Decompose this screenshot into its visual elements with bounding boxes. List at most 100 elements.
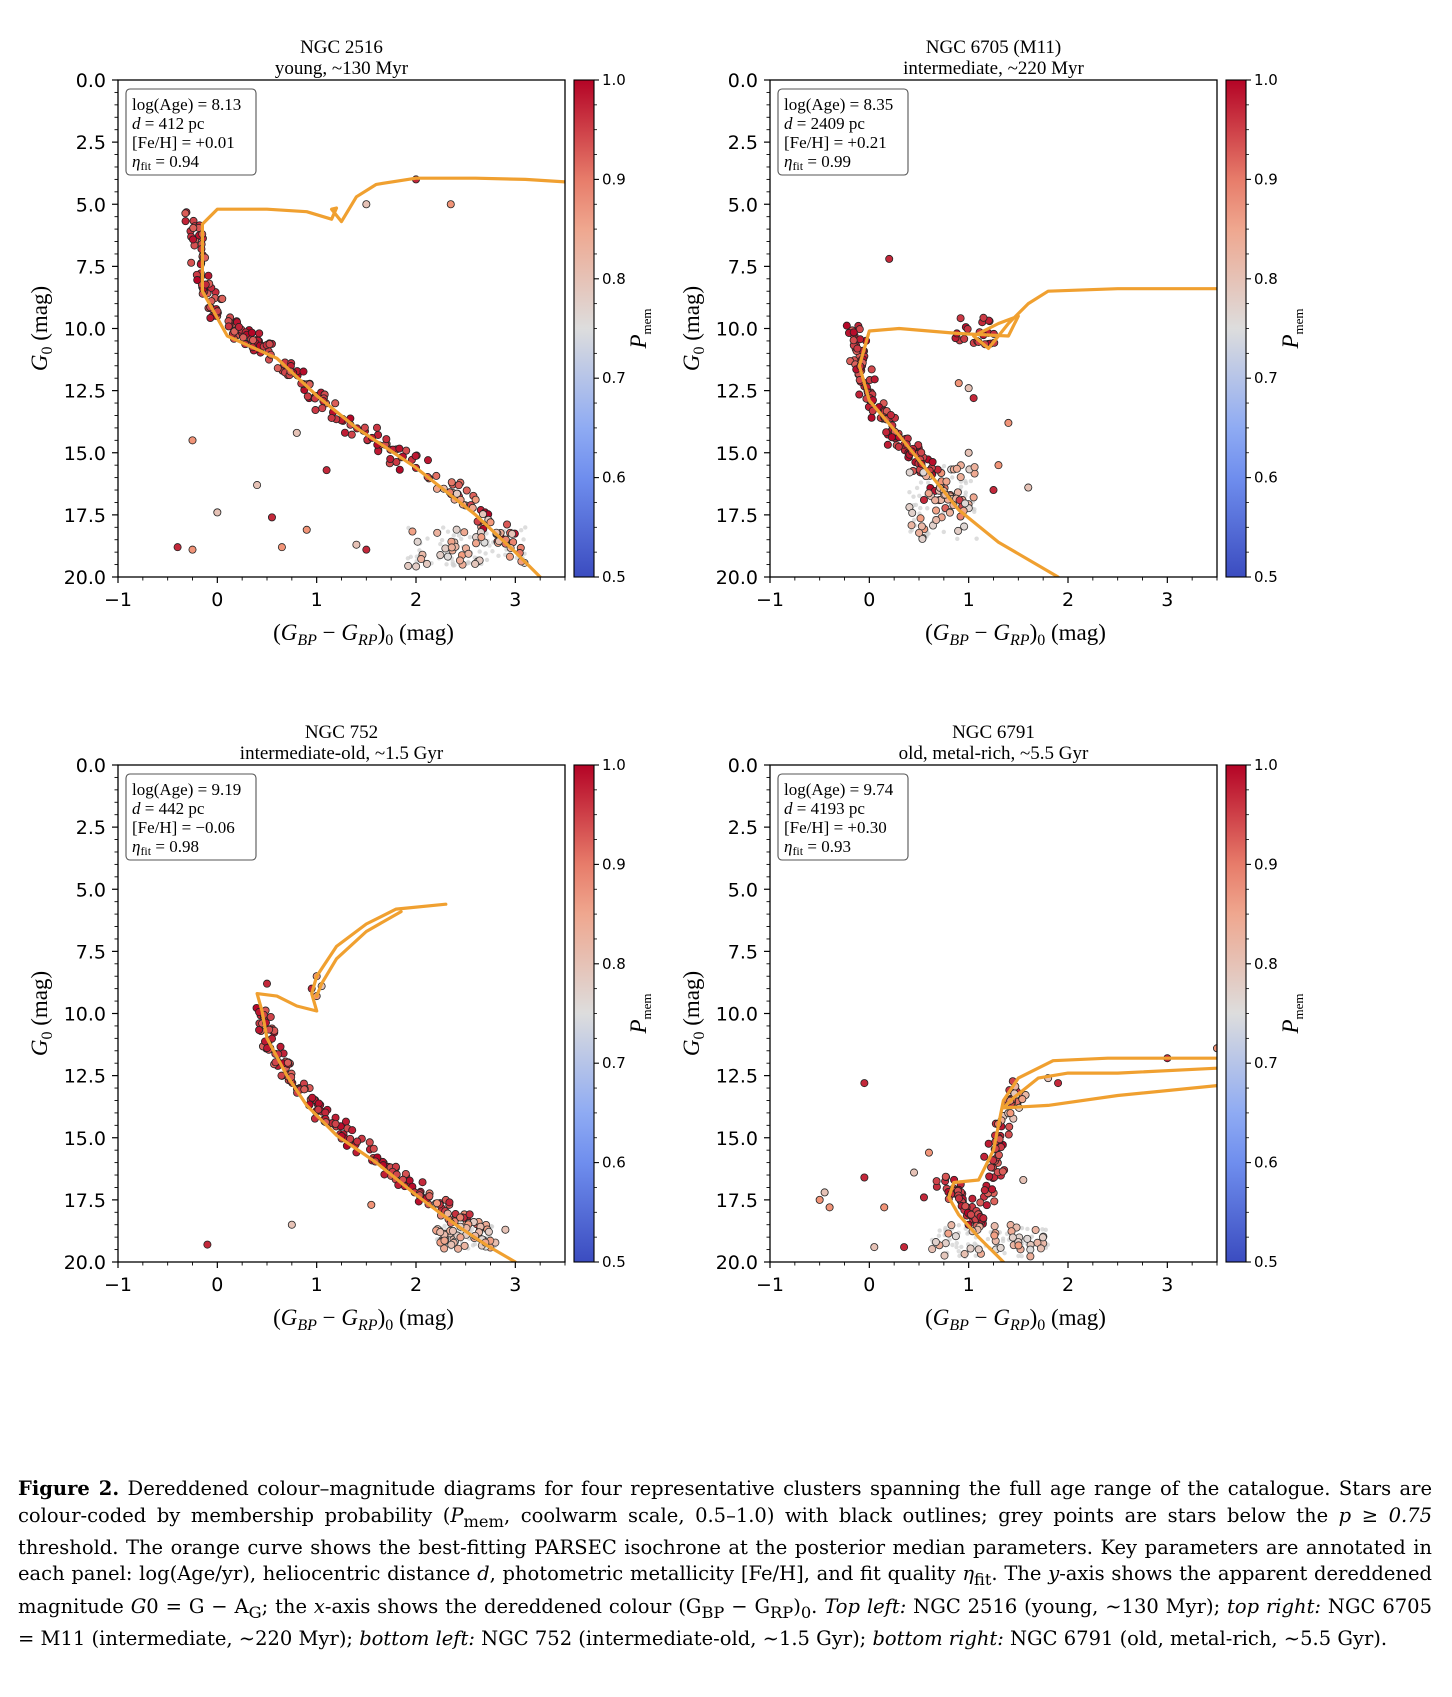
outlier-star (277, 543, 286, 552)
nonmember-point (523, 525, 528, 530)
y-tick-label: 10.0 (64, 319, 106, 341)
member-star (187, 258, 196, 267)
member-star (987, 1163, 996, 1172)
member-star (932, 506, 941, 515)
outlier-star (362, 200, 371, 209)
x-tick-label: −1 (756, 589, 784, 611)
nonmember-point (985, 1236, 991, 1242)
member-star (1031, 1225, 1040, 1234)
caption-top-left: Top left: (824, 1594, 907, 1618)
parameter-annotation: log(Age) = 9.74d = 4193 pc[Fe/H] = +0.30… (777, 773, 909, 861)
colorbar-label: Pmem (626, 993, 654, 1034)
caption-text: threshold. The orange curve shows the be… (18, 1535, 1432, 1586)
caption-y: y (1048, 1562, 1060, 1586)
outlier-star (203, 1240, 212, 1249)
outlier-star (262, 979, 271, 988)
nonmember-point (925, 480, 931, 485)
member-star (853, 344, 862, 353)
x-tick-label: 3 (1161, 589, 1173, 611)
member-star (331, 399, 340, 408)
y-axis-label-part: 0 (39, 347, 56, 355)
member-star (856, 335, 865, 344)
member-star (484, 1227, 493, 1236)
member-star (382, 435, 391, 444)
member-star (867, 413, 876, 422)
member-star (969, 493, 978, 502)
member-star (372, 423, 381, 432)
annotation-distance-part: d (784, 114, 793, 133)
caption-text: Dereddened colour–magnitude diagrams for… (18, 1477, 1433, 1527)
colorbar-bar (1225, 79, 1247, 578)
x-axis-label: (GBP − GRP)0 (mag) (925, 1305, 1106, 1334)
member-star (917, 448, 926, 457)
outlier-star (989, 486, 998, 495)
member-star (883, 440, 892, 449)
nonmember-point (943, 1225, 948, 1231)
member-star (996, 1243, 1005, 1252)
caption-pmem-sub: mem (463, 1511, 504, 1531)
outlier-star (860, 1173, 869, 1182)
nonmember-point (955, 536, 960, 542)
caption-text: NGC 6791 (old, metal-rich, ∼5.5 Gyr). (1003, 1627, 1388, 1651)
nonmember-point (918, 505, 923, 511)
member-star (443, 552, 452, 561)
nonmember-point (442, 1223, 447, 1229)
outlier-star (362, 545, 371, 554)
nonmember-point (956, 1248, 961, 1254)
y-axis-label-part: (mag) (679, 286, 704, 347)
nonmember-point (954, 1244, 959, 1250)
x-tick-label: 3 (1161, 1274, 1173, 1296)
colorbar-tick-label: 0.9 (602, 170, 626, 188)
outlier-star (969, 394, 978, 403)
y-tick-label: 15.0 (64, 1128, 106, 1150)
member-star (960, 522, 969, 531)
outlier-star (885, 254, 894, 263)
member-star (931, 1238, 940, 1247)
member-star (204, 271, 213, 280)
member-star (1026, 1252, 1035, 1261)
x-tick-label: 2 (1062, 1274, 1074, 1296)
x-axis-label-part: ) (378, 620, 386, 645)
nonmember-point (477, 549, 482, 554)
x-tick-label: 2 (410, 1274, 422, 1296)
outlier-star (880, 1203, 889, 1212)
nonmember-point (957, 1253, 962, 1259)
x-tick-label: 0 (211, 589, 223, 611)
panel-subtitle: intermediate, ~220 Myr (903, 58, 1084, 79)
outlier-star (900, 1243, 909, 1252)
annotation-distance: d = 4193 pc (784, 799, 865, 818)
nonmember-point (469, 1227, 475, 1232)
member-star (314, 1105, 323, 1114)
outlier-star (213, 508, 222, 517)
member-star (411, 451, 420, 460)
member-star (960, 1249, 969, 1258)
outlier-star (173, 543, 182, 552)
caption-bottom-left: bottom left: (359, 1627, 475, 1651)
member-star (966, 1244, 975, 1253)
parameter-annotation: log(Age) = 8.35d = 2409 pc[Fe/H] = +0.21… (777, 88, 909, 176)
y-tick-label: 17.5 (716, 505, 758, 527)
annotation-fit-quality: ηfit = 0.98 (132, 837, 199, 858)
y-tick-label: 5.0 (728, 194, 758, 216)
x-axis-label-part: G (933, 620, 950, 645)
colorbar-bar (1225, 764, 1247, 1263)
nonmember-point (950, 475, 955, 480)
member-star (455, 556, 464, 565)
member-star (425, 1192, 434, 1201)
nonmember-point (484, 557, 490, 563)
cmd-panel: −1 0 1 2 3 0.0 2.5 5.0 7.5 10.0 12.5 15.0 17.5 20.0 NG… (27, 37, 654, 649)
member-star (465, 1210, 474, 1219)
clump-star (956, 314, 965, 323)
y-tick-label: 2.5 (728, 132, 758, 154)
outlier-star (954, 379, 963, 388)
member-star (395, 465, 404, 474)
member-star (942, 477, 951, 486)
member-star (346, 1134, 355, 1143)
nonmember-point (521, 537, 526, 542)
y-tick-label: 2.5 (76, 817, 106, 839)
outlier-star (919, 495, 928, 504)
member-star (908, 508, 917, 517)
colorbar-tick-label: 1.0 (1254, 756, 1278, 774)
member-star (941, 1172, 950, 1181)
colorbar-tick-label: 0.7 (602, 1054, 626, 1072)
